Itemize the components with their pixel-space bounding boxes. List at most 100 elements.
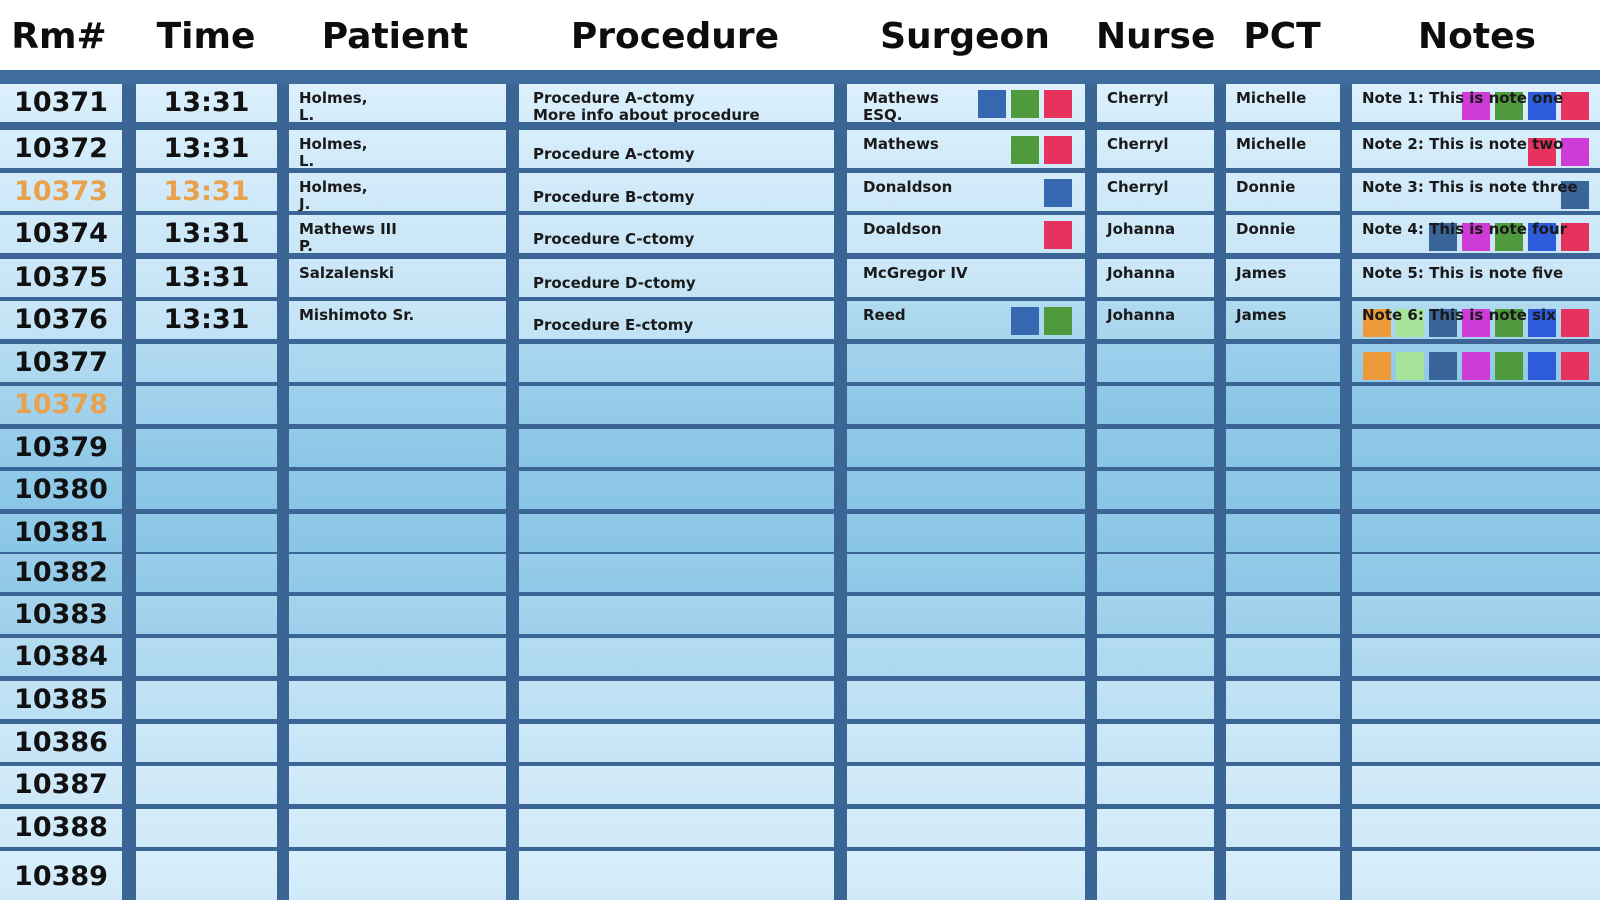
surgeon-text: Mathews xyxy=(847,130,1085,153)
note-tag-steel-blue[interactable] xyxy=(1429,352,1457,380)
cell-room: 10388 xyxy=(0,809,122,847)
note-tag-orange[interactable] xyxy=(1363,352,1391,380)
nurse-name: Cherryl xyxy=(1107,89,1169,107)
cell-time: 13:31 xyxy=(136,301,277,339)
surgeon-text xyxy=(847,809,1085,815)
cell-pct: James xyxy=(1226,259,1340,297)
cell-time xyxy=(136,809,277,847)
patient-text xyxy=(289,471,506,477)
surgeon-text xyxy=(847,766,1085,772)
cell-pct xyxy=(1226,638,1340,676)
patient-text xyxy=(289,809,506,815)
surgeon-text: Doaldson xyxy=(847,215,1085,238)
surgeon-tag-red[interactable] xyxy=(1044,90,1072,118)
note-text: Note 4: This is note four xyxy=(1362,220,1568,238)
nurse-name xyxy=(1097,809,1214,815)
nurse-name: Johanna xyxy=(1107,220,1176,238)
case-time xyxy=(136,638,277,676)
note-text: Note 2: This is note two xyxy=(1362,135,1564,153)
board-header: Rm# Time Patient Procedure Surgeon Nurse… xyxy=(0,0,1600,70)
note-tag-green[interactable] xyxy=(1495,92,1523,120)
procedure-text xyxy=(519,766,834,772)
note-tag-royal-blue[interactable] xyxy=(1528,223,1556,251)
pct-name xyxy=(1226,429,1340,435)
note-tag-red[interactable] xyxy=(1561,92,1589,120)
case-time xyxy=(136,851,277,900)
pct-name xyxy=(1226,596,1340,602)
note-tag-royal-blue[interactable] xyxy=(1528,352,1556,380)
cell-notes xyxy=(1352,596,1600,634)
patient-text xyxy=(289,429,506,435)
surgeon-tag-green[interactable] xyxy=(1044,307,1072,335)
note-tag-steel-blue[interactable] xyxy=(1429,223,1457,251)
patient-text: Holmes, J. xyxy=(289,173,506,212)
nurse-name xyxy=(1097,429,1214,435)
note-tag-orange[interactable] xyxy=(1363,309,1391,337)
case-time xyxy=(136,596,277,634)
note-tag-royal-blue[interactable] xyxy=(1528,309,1556,337)
patient-line: P. xyxy=(299,237,313,254)
note-tag-magenta[interactable] xyxy=(1462,352,1490,380)
cell-procedure: Procedure D-ctomy xyxy=(519,259,834,297)
patient-line: J. xyxy=(299,195,311,212)
note-tag-red[interactable] xyxy=(1561,309,1589,337)
note-tag-light-green[interactable] xyxy=(1396,352,1424,380)
note-tag-green[interactable] xyxy=(1495,223,1523,251)
note-tag-steel-blue[interactable] xyxy=(1561,181,1589,209)
note-tag-green[interactable] xyxy=(1495,352,1523,380)
patient-text xyxy=(289,724,506,730)
cell-surgeon xyxy=(847,638,1085,676)
cell-pct xyxy=(1226,344,1340,382)
room-number: 10386 xyxy=(14,727,108,758)
cell-nurse: Johanna xyxy=(1097,259,1214,297)
cell-nurse: Johanna xyxy=(1097,215,1214,253)
pct-name: James xyxy=(1236,306,1287,324)
surgeon-tag-red[interactable] xyxy=(1044,136,1072,164)
note-tag-green[interactable] xyxy=(1495,309,1523,337)
note-tag-light-green[interactable] xyxy=(1396,309,1424,337)
note-tag-red[interactable] xyxy=(1561,223,1589,251)
note-tag-royal-blue[interactable] xyxy=(1528,92,1556,120)
pct-name xyxy=(1226,514,1340,520)
patient-line: Mishimoto Sr. xyxy=(299,306,415,324)
header-time: Time xyxy=(156,16,256,57)
note-tag-magenta[interactable] xyxy=(1462,309,1490,337)
pct-name xyxy=(1226,766,1340,772)
surgeon-tag-green[interactable] xyxy=(1011,136,1039,164)
surgeon-tag-blue-dark[interactable] xyxy=(978,90,1006,118)
patient-text xyxy=(289,638,506,644)
surgeon-tag-blue-dark[interactable] xyxy=(1044,179,1072,207)
cell-pct xyxy=(1226,681,1340,719)
cell-notes xyxy=(1352,471,1600,509)
cell-room: 10373 xyxy=(0,173,122,211)
note-tag-steel-blue[interactable] xyxy=(1429,309,1457,337)
surgeon-tag-blue-dark[interactable] xyxy=(1011,307,1039,335)
procedure-text xyxy=(519,596,834,602)
cell-patient xyxy=(289,766,506,804)
surgeon-line: Donaldson xyxy=(863,178,953,196)
header-procedure: Procedure xyxy=(570,16,780,57)
room-number: 10375 xyxy=(14,262,108,293)
room-number: 10374 xyxy=(14,218,108,249)
note-tag-red[interactable] xyxy=(1561,352,1589,380)
patient-line: Holmes, xyxy=(299,135,368,153)
cell-nurse xyxy=(1097,681,1214,719)
cell-procedure xyxy=(519,809,834,847)
note-tag-magenta[interactable] xyxy=(1561,138,1589,166)
note-tag-magenta[interactable] xyxy=(1462,223,1490,251)
cell-patient xyxy=(289,344,506,382)
note-tag-magenta[interactable] xyxy=(1462,92,1490,120)
procedure-text xyxy=(519,851,834,857)
cell-notes xyxy=(1352,344,1600,382)
cell-pct: James xyxy=(1226,301,1340,339)
surgeon-tag-red[interactable] xyxy=(1044,221,1072,249)
cell-procedure: Procedure E-ctomy xyxy=(519,301,834,339)
cell-pct: Michelle xyxy=(1226,130,1340,168)
cell-surgeon xyxy=(847,386,1085,424)
cell-time: 13:31 xyxy=(136,173,277,211)
note-tag-red[interactable] xyxy=(1528,138,1556,166)
cell-notes xyxy=(1352,554,1600,592)
note-text xyxy=(1352,344,1600,350)
surgeon-tag-green[interactable] xyxy=(1011,90,1039,118)
